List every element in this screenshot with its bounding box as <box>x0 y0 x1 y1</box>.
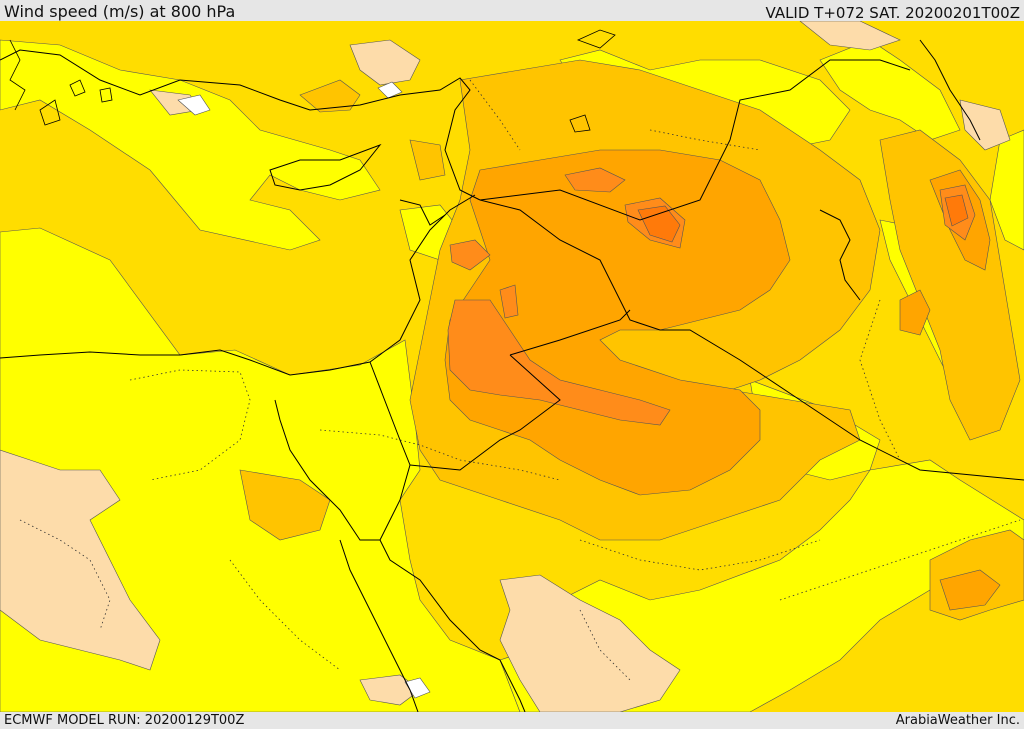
header-bar: Wind speed (m/s) at 800 hPa VALID T+072 … <box>0 0 1024 22</box>
map-title: Wind speed (m/s) at 800 hPa <box>4 2 236 21</box>
footer-bar: ECMWF MODEL RUN: 20200129T00Z ArabiaWeat… <box>0 712 1024 729</box>
band-calm <box>177 81 431 699</box>
borders <box>0 39 1024 712</box>
valid-time-label: VALID T+072 SAT. 20200201T00Z <box>765 4 1020 22</box>
map-area[interactable] <box>0 21 1024 712</box>
band-extreme <box>637 194 969 243</box>
model-run-label: ECMWF MODEL RUN: 20200129T00Z <box>4 713 245 728</box>
wind-speed-map <box>0 21 1024 712</box>
band-very-light <box>0 21 1011 712</box>
aegean-islands <box>9 29 616 133</box>
credit-label: ArabiaWeather Inc. <box>895 713 1020 728</box>
dotted-contours <box>19 79 1021 681</box>
